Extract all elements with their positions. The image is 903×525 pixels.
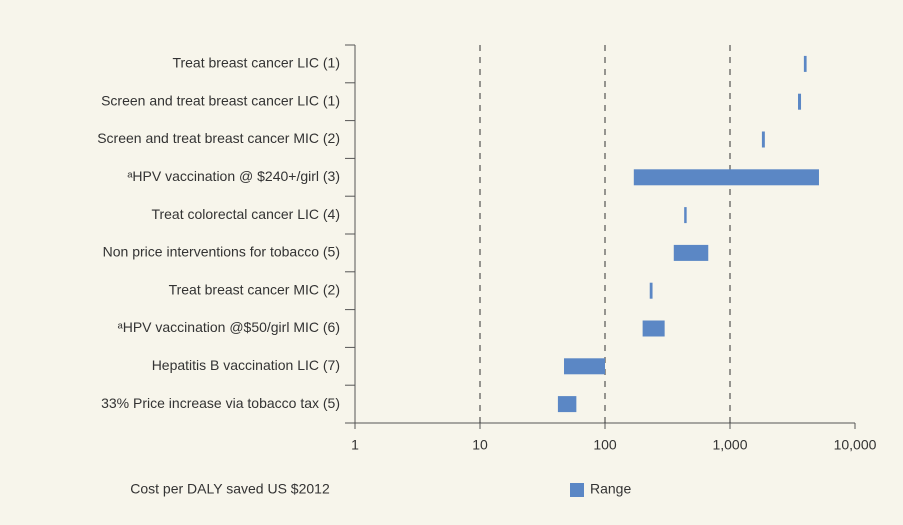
x-tick-label: 1,000 — [712, 437, 747, 453]
range-bar — [673, 244, 709, 261]
range-bar — [649, 282, 653, 299]
x-tick-label: 1 — [351, 437, 359, 453]
range-bar — [803, 55, 807, 72]
y-tick-label: Treat colorectal cancer LIC (4) — [151, 206, 340, 222]
x-tick-label: 10 — [472, 437, 488, 453]
y-tick-label: Treat breast cancer MIC (2) — [169, 281, 340, 297]
range-bar — [798, 93, 802, 110]
y-tick-label: Hepatitis B vaccination LIC (7) — [152, 357, 340, 373]
x-tick-label: 100 — [593, 437, 617, 453]
range-bar — [564, 358, 605, 375]
y-tick-label: ᵃHPV vaccination @ $240+/girl (3) — [127, 168, 340, 184]
y-tick-label: ᵃHPV vaccination @$50/girl MIC (6) — [118, 319, 341, 335]
legend-swatch — [570, 483, 584, 497]
x-axis-title: Cost per DALY saved US $2012 — [130, 481, 330, 497]
range-bar — [761, 131, 765, 148]
y-tick-label: Treat breast cancer LIC (1) — [172, 55, 340, 71]
y-tick-label: 33% Price increase via tobacco tax (5) — [101, 395, 340, 411]
y-tick-label: Non price interventions for tobacco (5) — [103, 244, 340, 260]
y-tick-label: Screen and treat breast cancer LIC (1) — [101, 92, 340, 108]
range-bar — [557, 396, 577, 413]
y-tick-label: Screen and treat breast cancer MIC (2) — [97, 130, 340, 146]
range-bar — [642, 320, 665, 337]
range-bar — [684, 207, 687, 224]
range-bar — [633, 169, 819, 186]
legend-label: Range — [590, 481, 631, 497]
x-tick-label: 10,000 — [834, 437, 877, 453]
